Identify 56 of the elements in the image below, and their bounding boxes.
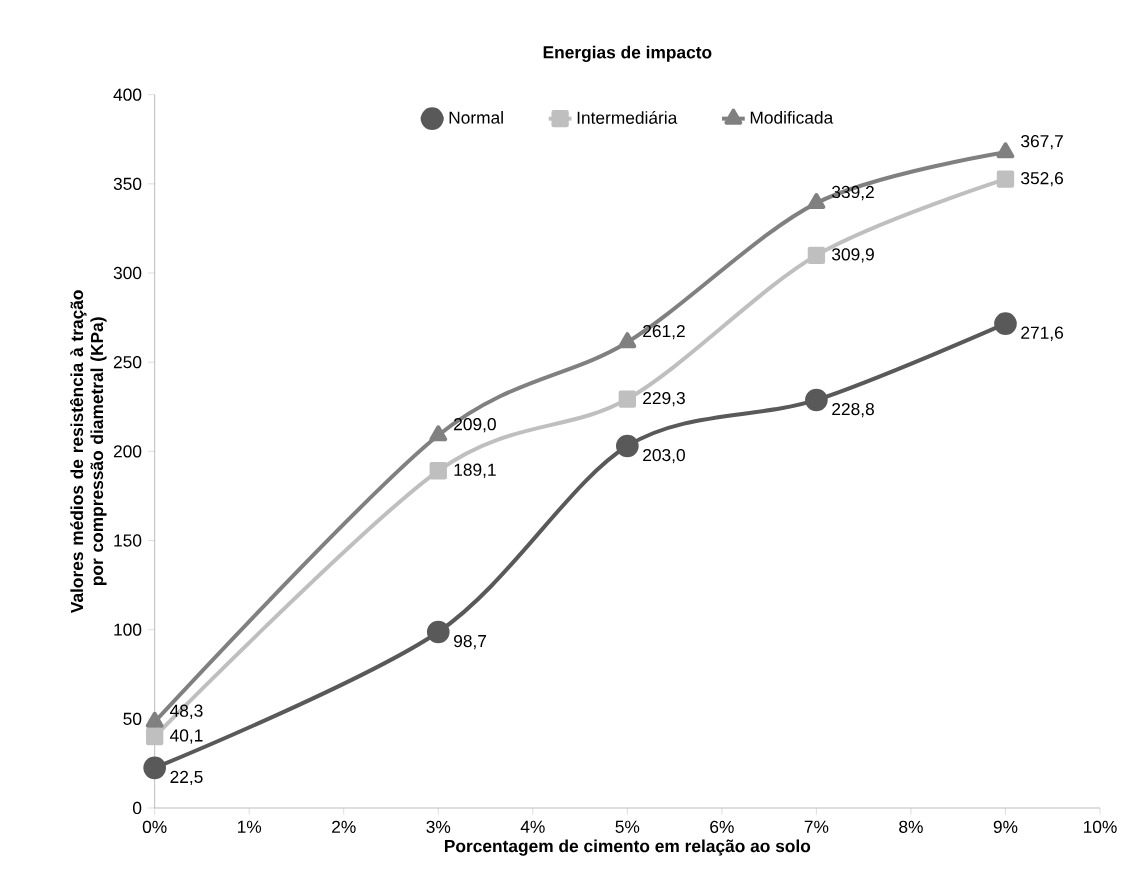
x-tick-label: 5% <box>615 820 640 834</box>
data-label: 40,1 <box>170 729 203 744</box>
x-tick-label: 4% <box>520 820 545 833</box>
data-label: 98,7 <box>454 635 487 650</box>
point <box>996 170 1015 189</box>
point <box>429 462 447 480</box>
y-tick-label: 250 <box>113 356 142 369</box>
x-tick-label: 8% <box>899 820 923 834</box>
point <box>996 142 1015 159</box>
point <box>426 620 450 644</box>
point <box>146 727 164 746</box>
point <box>618 390 636 408</box>
x-tick-label: 10% <box>1083 820 1117 834</box>
x-tick-label: 2% <box>332 820 356 834</box>
x-tick-label: 1% <box>238 820 262 833</box>
point <box>145 712 164 729</box>
data-label: 309,9 <box>832 248 874 263</box>
y-tick-label: 150 <box>114 534 142 547</box>
data-label: 203,0 <box>643 449 685 464</box>
data-label: 22,5 <box>170 770 203 786</box>
x-tick-label: 7% <box>804 820 829 833</box>
data-label: 339,2 <box>832 186 874 201</box>
data-label: 352,6 <box>1021 172 1064 187</box>
y-tick-label: 200 <box>113 445 142 458</box>
data-label: 48,3 <box>170 704 203 720</box>
data-label: 367,7 <box>1021 135 1063 150</box>
y-tick-label: 350 <box>113 177 142 191</box>
point <box>805 388 828 412</box>
y-tick-label: 50 <box>123 712 142 726</box>
data-label: 209,0 <box>454 418 496 433</box>
point <box>618 332 637 349</box>
y-axis-title: Valores médios de resistência à tração por compressão diametral (KPa) <box>70 290 107 614</box>
point <box>994 312 1017 336</box>
data-label: 261,2 <box>643 325 685 340</box>
point <box>616 434 639 458</box>
legend-label: Modificada <box>750 111 834 124</box>
x-tick-label: 0% <box>142 820 167 834</box>
legend-label: Intermediária <box>577 111 678 125</box>
y-tick-label: 400 <box>113 88 142 101</box>
legend-label: Normal <box>449 111 503 124</box>
data-label: 189,1 <box>454 463 496 479</box>
data-label: 271,6 <box>1021 326 1064 342</box>
data-label: 228,8 <box>832 403 874 418</box>
x-tick-label: 9% <box>993 820 1018 834</box>
point <box>807 246 826 265</box>
point <box>429 425 448 442</box>
x-axis-title: Porcentagem de cimento em relação ao solo <box>444 839 811 856</box>
point <box>143 756 166 780</box>
chart-title: Energias de impacto <box>543 45 712 63</box>
x-tick-label: 6% <box>710 820 734 834</box>
x-tick-label: 3% <box>426 820 451 834</box>
y-tick-label: 0 <box>132 802 142 815</box>
point <box>807 193 826 210</box>
data-label: 229,3 <box>643 392 685 407</box>
y-tick-label: 300 <box>113 267 142 280</box>
y-tick-label: 100 <box>114 623 142 636</box>
